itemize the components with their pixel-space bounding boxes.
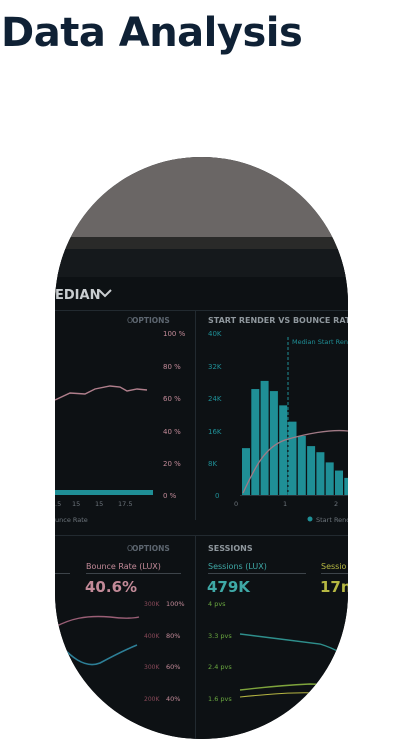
- page-title: Data Analysis: [1, 10, 303, 56]
- histogram-bar: [307, 446, 316, 495]
- median-label: Median Start Ren: [292, 338, 348, 346]
- options-dot-icon: O: [127, 316, 133, 325]
- legend-label: Start Rende: [316, 516, 348, 524]
- divider: [195, 310, 196, 520]
- tick-label: 1.6 pvs: [208, 695, 232, 703]
- histogram-bar: [316, 452, 325, 495]
- chart2-y-ticks: 40K 32K 24K 16K 8K 0: [208, 330, 222, 500]
- tick-label: 32K: [208, 363, 222, 371]
- options-label[interactable]: OPTIONS: [132, 544, 170, 553]
- tick-label: 24K: [208, 395, 222, 403]
- options-dot-icon: O: [127, 544, 133, 553]
- tick-label: 80%: [166, 632, 180, 640]
- divider: [55, 535, 348, 536]
- tick-label: 300K: [144, 664, 160, 671]
- tick-label: 16K: [208, 428, 222, 436]
- histogram-bar: [325, 462, 334, 495]
- tick-label: 40K: [208, 330, 222, 338]
- histogram-bar: [297, 435, 306, 495]
- tick-label: 300K: [144, 601, 160, 608]
- sessions-value-2: 17n: [320, 578, 348, 596]
- sessions-label: Sessions (LUX): [208, 562, 267, 571]
- left-bottom-bars: [55, 490, 153, 495]
- panel-top-label: EDIAN: [55, 288, 100, 303]
- tick-label: 0: [215, 492, 219, 500]
- tick-label: 15: [72, 500, 80, 508]
- bounce-rate-line: [55, 385, 148, 401]
- tick-label: 2.4 pvs: [208, 663, 232, 671]
- tick-label: 80 %: [163, 363, 181, 371]
- histogram-bar: [288, 421, 297, 495]
- options-label[interactable]: OPTIONS: [132, 316, 170, 325]
- histogram-bar: [279, 405, 288, 495]
- histogram-bar: [344, 477, 348, 495]
- bottom-y-ticks: 300K 400K 300K 200K 100% 80% 60% 40%: [144, 600, 185, 703]
- tick-label: 15: [95, 500, 103, 508]
- sessions-value: 479K: [207, 578, 251, 596]
- bounce-rate-value: 40.6%: [85, 578, 137, 596]
- tick-label: 0 %: [163, 492, 177, 500]
- chart2-title: START RENDER VS BOUNCE RATE: [208, 316, 348, 325]
- histogram-bar: [335, 470, 343, 495]
- tick-label: 2: [334, 500, 338, 508]
- tick-label: 20 %: [163, 460, 181, 468]
- sessions-header: SESSIONS: [208, 544, 253, 553]
- legend-label: unce Rate: [55, 516, 88, 524]
- tick-label: 8K: [208, 460, 217, 468]
- tick-label: 100%: [166, 600, 185, 608]
- legend-dot-icon: [307, 516, 313, 522]
- tick-label: 60%: [166, 663, 180, 671]
- histogram-bars: [242, 380, 348, 495]
- tick-label: 0: [234, 500, 238, 508]
- tick-label: 4 pvs: [208, 600, 226, 608]
- monitor-bezel: [55, 237, 348, 251]
- tick-label: .5: [55, 500, 61, 508]
- bounce-trend-line: [242, 429, 348, 494]
- histogram-bar: [269, 391, 278, 495]
- tick-label: 1: [283, 500, 287, 508]
- left-y-ticks: 100 % 80 % 60 % 40 % 20 % 0 %: [163, 330, 186, 500]
- screen-topbar: [55, 249, 348, 277]
- dashboard-photo: EDIAN OPTIONS O 100 % 80 % 60 % 40 % 20 …: [55, 157, 348, 739]
- tick-label: 3.3 pvs: [208, 632, 232, 640]
- histogram-bar: [251, 389, 260, 495]
- divider: [55, 310, 348, 311]
- tick-label: 60 %: [163, 395, 181, 403]
- histogram-bar: [260, 380, 269, 495]
- tick-label: 17.5: [118, 500, 132, 508]
- wall-background: [55, 157, 348, 249]
- histogram-bar: [242, 448, 250, 495]
- tick-label: 200K: [144, 696, 160, 703]
- x-axis-line: [240, 495, 348, 496]
- tick-label: 40%: [166, 695, 180, 703]
- sessions-label-2: Sessio: [321, 562, 347, 571]
- tick-label: 100 %: [163, 330, 186, 338]
- tick-label: 400K: [144, 633, 160, 640]
- chevron-down-icon: [98, 289, 112, 298]
- divider: [195, 535, 196, 739]
- bottom-pink-line: [55, 615, 140, 628]
- pvs-ticks: 4 pvs 3.3 pvs 2.4 pvs 1.6 pvs: [208, 600, 232, 703]
- bounce-rate-label: Bounce Rate (LUX): [86, 562, 161, 571]
- tick-label: 40 %: [163, 428, 181, 436]
- bottom-blue-line: [55, 638, 138, 666]
- dashboard-illustration: EDIAN OPTIONS O 100 % 80 % 60 % 40 % 20 …: [55, 157, 348, 739]
